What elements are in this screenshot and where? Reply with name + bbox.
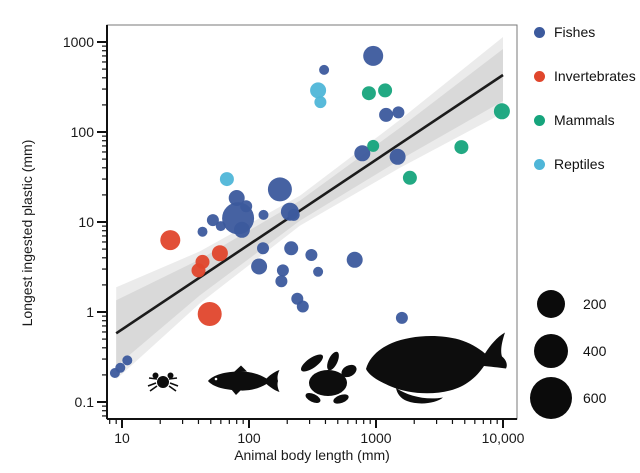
series-reptiles: [219, 82, 327, 187]
reptiles-swatch-icon: [534, 158, 545, 170]
scatter-point: [361, 86, 376, 101]
invertebrates-swatch-icon: [534, 70, 545, 82]
scatter-point: [305, 249, 318, 261]
series-fishes: [109, 45, 408, 378]
legend-label-mammals: Mammals: [554, 112, 615, 128]
series-mammals: [361, 83, 510, 185]
y-tick-label: 1: [86, 304, 94, 320]
size-label-200: 200: [583, 295, 607, 312]
scatter-point: [206, 214, 219, 227]
scatter-point: [122, 355, 133, 366]
scatter-point: [493, 103, 510, 120]
scatter-point: [115, 362, 126, 373]
scatter-point: [378, 83, 393, 98]
size-circle-400-icon: [527, 333, 575, 368]
scatter-point: [197, 226, 208, 237]
fishes-swatch-icon: [534, 26, 545, 38]
scatter-point: [392, 106, 405, 119]
size-label-400: 400: [583, 342, 607, 359]
regression-line: [115, 73, 504, 335]
category-legend: Fishes Invertebrates Mammals Reptiles: [534, 10, 636, 186]
scatter-point: [267, 177, 292, 202]
legend-item-mammals: Mammals: [534, 98, 636, 142]
y-tick-label: 1000: [63, 34, 94, 50]
size-legend-row: 200: [527, 280, 606, 327]
scatter-point: [287, 208, 300, 221]
scatter-point: [219, 172, 234, 187]
scatter-point: [296, 300, 309, 313]
legend-label-fishes: Fishes: [554, 24, 596, 40]
scatter-point: [257, 242, 269, 255]
x-tick-label: 10,000: [482, 430, 525, 446]
scatter-point: [160, 230, 181, 251]
legend-item-reptiles: Reptiles: [534, 142, 636, 186]
size-label-600: 600: [583, 389, 607, 406]
scatter-point: [363, 45, 384, 66]
y-tick-label: 0.1: [75, 394, 95, 410]
scatter-point: [275, 275, 288, 288]
fish-silhouette-icon: [208, 365, 280, 395]
scatter-point: [314, 96, 327, 109]
scatter-point: [284, 241, 299, 256]
axis-ticks: 1000 100 10 1 0.1 10 100 1000 10,000: [63, 34, 525, 446]
scatter-point: [191, 263, 206, 278]
scatter-point: [379, 107, 394, 122]
scatter-point: [319, 64, 330, 75]
size-legend: 200 400 600: [527, 280, 606, 421]
x-axis-title: Animal body length (mm): [234, 447, 390, 463]
scatter-point: [276, 264, 289, 277]
series-invertebrates: [160, 230, 228, 326]
whale-silhouette-icon: [366, 332, 507, 404]
turtle-silhouette-icon: [300, 351, 357, 404]
crab-silhouette-icon: [147, 372, 179, 392]
scatter-point: [313, 266, 324, 277]
scatter-point: [310, 82, 327, 99]
x-tick-label: 10: [114, 430, 130, 446]
legend-label-reptiles: Reptiles: [554, 156, 605, 172]
scatter-point: [240, 200, 253, 213]
scatter-point: [354, 145, 371, 162]
scatter-point: [346, 251, 363, 268]
x-tick-label: 1000: [360, 430, 391, 446]
size-circle-600-icon: [527, 376, 575, 419]
size-legend-row: 600: [527, 374, 606, 421]
scatter-point: [197, 302, 222, 326]
scatter-point: [367, 139, 380, 152]
size-circle-200-icon: [527, 289, 575, 318]
mammals-swatch-icon: [534, 114, 545, 126]
confidence-band: [116, 37, 503, 380]
size-legend-row: 400: [527, 327, 606, 374]
y-tick-label: 100: [71, 124, 95, 140]
legend-label-invertebrates: Invertebrates: [554, 68, 636, 84]
scatter-point: [211, 245, 228, 262]
scatter-point: [402, 170, 417, 185]
scatter-point: [251, 258, 268, 275]
scatter-point: [454, 140, 469, 155]
legend-item-invertebrates: Invertebrates: [534, 54, 636, 98]
legend-item-fishes: Fishes: [534, 10, 636, 54]
y-axis-title: Longest ingested plastic (mm): [19, 139, 35, 327]
scatter-point: [258, 209, 269, 220]
y-tick-label: 10: [78, 214, 94, 230]
scatter-point: [389, 148, 406, 165]
x-tick-label: 100: [237, 430, 261, 446]
scatter-point: [228, 190, 245, 206]
scatter-point: [395, 311, 408, 324]
